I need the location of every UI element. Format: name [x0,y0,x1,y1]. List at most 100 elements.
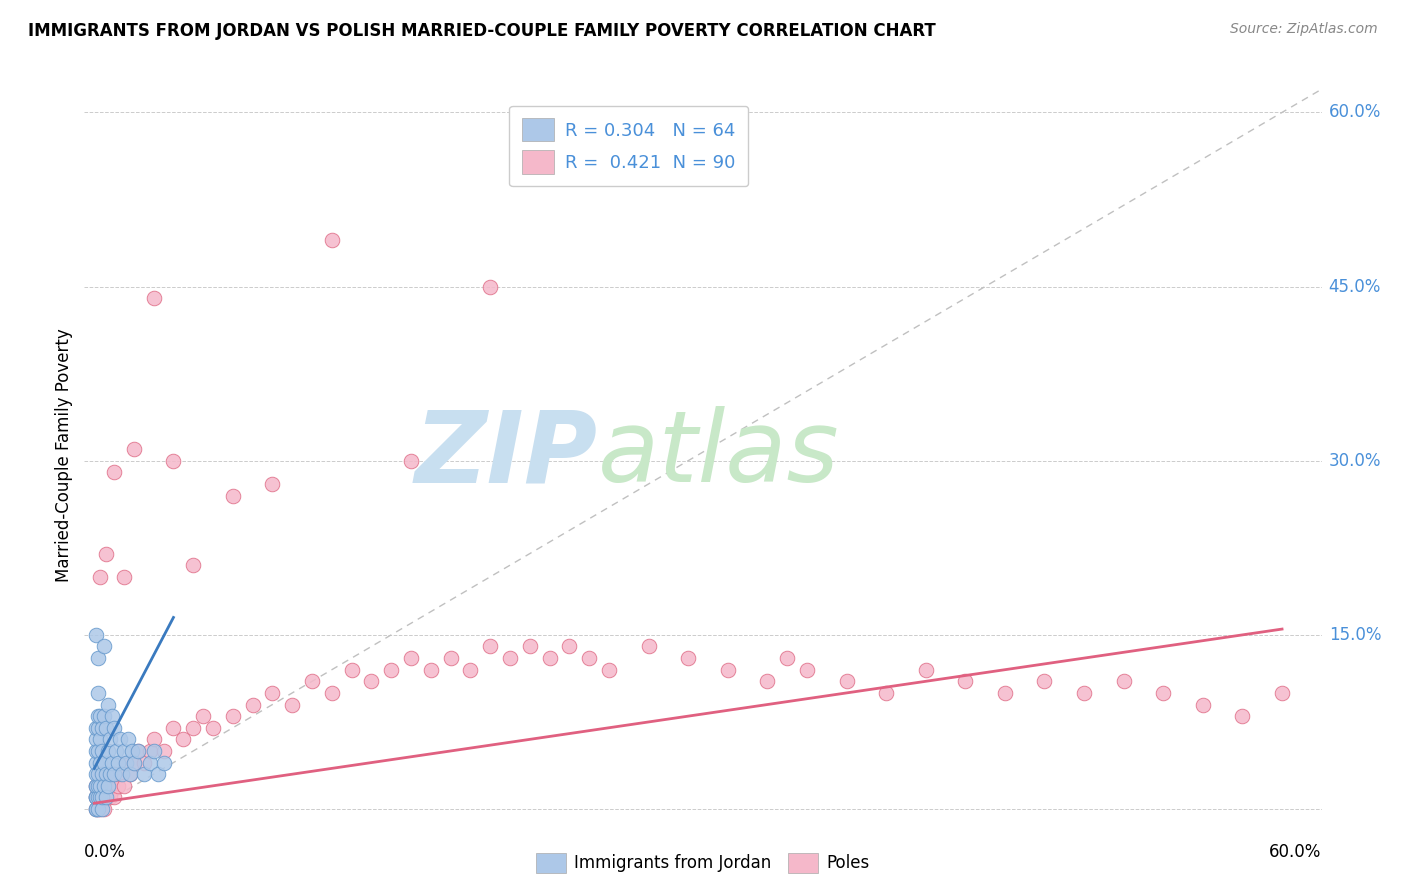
Y-axis label: Married-Couple Family Poverty: Married-Couple Family Poverty [55,328,73,582]
Point [84,756,107,770]
Point [162,721,184,735]
Point [112,779,135,793]
Text: 60.0%: 60.0% [1329,103,1381,121]
Point [98,767,121,781]
Point [875,686,897,700]
Point [103,790,125,805]
Point [598,663,620,677]
Point [107,756,129,770]
Point [93,802,115,816]
Point [1112,674,1135,689]
Point [84,721,107,735]
Point [103,767,125,781]
Point [499,651,522,665]
Point [118,767,141,781]
Point [994,686,1017,700]
Point [91,779,114,793]
Point [84,779,107,793]
Point [138,744,160,758]
Point [162,454,184,468]
Point [84,802,107,816]
Point [89,802,111,816]
Point [91,790,114,805]
Point [94,721,117,735]
Point [756,674,779,689]
Point [94,790,117,805]
Point [93,779,115,793]
Point [103,767,125,781]
Point [776,651,799,665]
Text: 60.0%: 60.0% [1270,843,1322,861]
Point [262,477,284,491]
Point [101,709,124,723]
Point [97,779,120,793]
Point [87,767,110,781]
Point [89,756,111,770]
Point [84,802,107,816]
Point [87,721,110,735]
Point [84,790,107,805]
Point [97,767,120,781]
Point [94,779,117,793]
Point [89,767,111,781]
Point [460,663,482,677]
Point [89,790,111,805]
Point [132,756,155,770]
Point [103,466,125,480]
Point [107,779,129,793]
Point [87,802,110,816]
Text: ZIP: ZIP [415,407,598,503]
Point [87,802,110,816]
Point [84,790,107,805]
Point [172,732,194,747]
Point [87,779,110,793]
Point [142,291,165,305]
Point [91,744,114,758]
Point [117,732,139,747]
Point [93,640,115,654]
Point [118,767,141,781]
Point [89,779,111,793]
Point [1232,709,1254,723]
Point [105,744,128,758]
Point [98,779,121,793]
Point [152,756,174,770]
Point [717,663,740,677]
Point [91,721,114,735]
Point [91,790,114,805]
Point [93,756,115,770]
Point [84,767,107,781]
Point [181,721,204,735]
Point [101,779,124,793]
Point [84,790,107,805]
Point [1192,698,1215,712]
Point [637,640,659,654]
Text: atlas: atlas [598,407,839,503]
Point [1271,686,1294,700]
Point [93,709,115,723]
Point [301,674,323,689]
Point [202,721,225,735]
Point [87,709,110,723]
Point [98,732,121,747]
Point [108,732,131,747]
Point [222,709,245,723]
Point [94,767,117,781]
Point [89,570,111,584]
Point [399,651,422,665]
Point [97,790,120,805]
Point [479,640,502,654]
Point [122,756,145,770]
Point [142,744,165,758]
Point [87,651,110,665]
Point [87,779,110,793]
Point [955,674,977,689]
Point [519,640,541,654]
Point [122,442,145,456]
Point [439,651,461,665]
Point [914,663,936,677]
Point [152,744,174,758]
Point [91,767,114,781]
Point [112,744,135,758]
Point [93,790,115,805]
